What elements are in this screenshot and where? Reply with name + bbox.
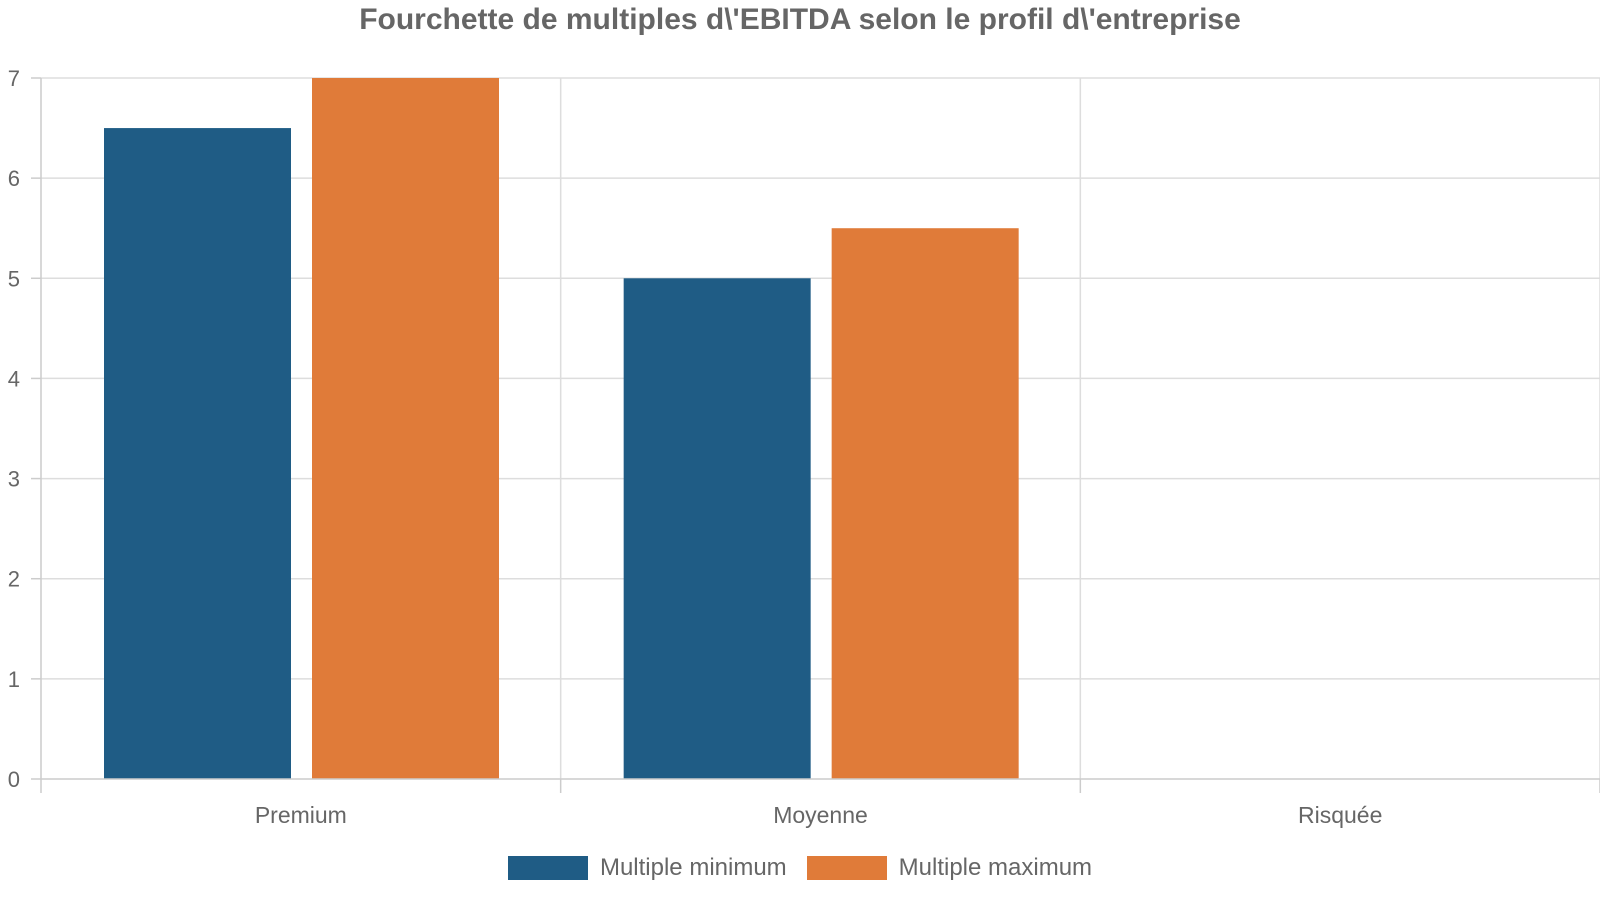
y-tick-label: 1 [8,667,20,692]
x-tick-label: Risquée [1298,802,1382,828]
y-tick-label: 7 [8,66,20,91]
legend-label-maximum: Multiple maximum [898,854,1093,881]
bar-minimum-premium[interactable] [104,128,291,780]
y-tick-label: 0 [8,767,20,792]
legend-label-minimum: Multiple minimum [599,854,787,881]
bars [104,78,1019,780]
x-tick-label: Moyenne [773,802,868,828]
y-tick-label: 3 [8,467,20,492]
x-tick-labels: Premium Moyenne Risquée [255,802,1383,828]
x-tick-label: Premium [255,802,347,828]
axes [31,77,1600,793]
y-tick-label: 4 [8,366,20,391]
chart-title: Fourchette de multiples d\'EBITDA selon … [359,3,1241,36]
legend-swatch-maximum [806,856,887,880]
legend: Multiple minimum Multiple maximum [0,853,1600,883]
legend-item-minimum[interactable]: Multiple minimum [507,854,787,882]
y-tick-label: 6 [8,166,20,191]
y-tick-label: 5 [8,266,20,291]
grid-lines [41,77,1600,779]
bar-maximum-moyenne[interactable] [831,228,1019,779]
y-tick-label: 2 [8,567,20,592]
y-tick-labels: 0 1 2 3 4 5 6 7 [8,66,20,792]
legend-swatch-minimum [507,856,588,880]
legend-item-maximum[interactable]: Multiple maximum [806,854,1093,882]
bar-maximum-premium[interactable] [312,78,499,779]
bar-minimum-moyenne[interactable] [623,278,811,779]
